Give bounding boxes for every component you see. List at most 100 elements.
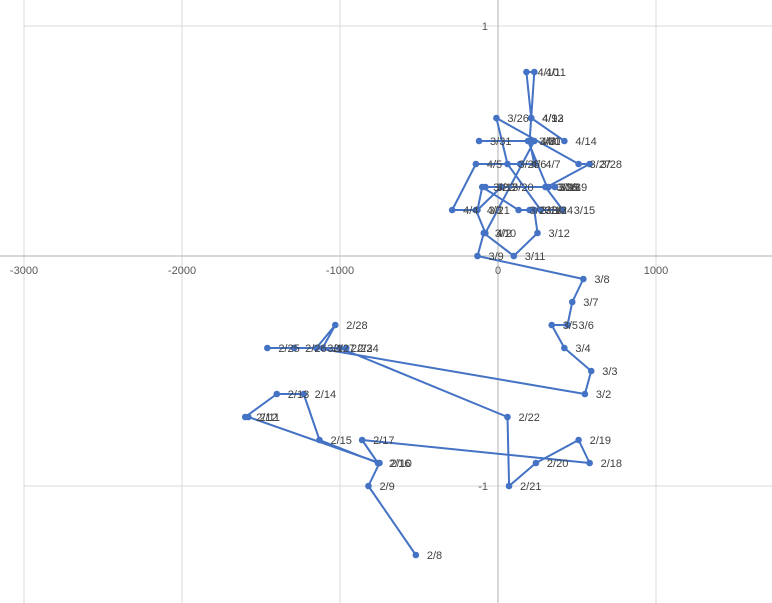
data-point <box>241 413 249 421</box>
data-point <box>516 160 524 168</box>
data-label: 3/10 <box>495 228 516 240</box>
data-point <box>559 206 567 214</box>
data-point <box>523 68 530 76</box>
data-label: 3/5 <box>563 320 578 332</box>
data-label: 3/20 <box>512 182 533 194</box>
data-point <box>474 252 481 260</box>
data-label: 3/25 <box>518 159 539 171</box>
data-label: 3/29 <box>558 182 579 194</box>
data-label: 3/30 <box>539 136 560 148</box>
data-point <box>472 160 480 168</box>
x-tick-label: 0 <box>495 265 501 277</box>
data-label: 2/28 <box>346 320 367 332</box>
data-label: 3/28 <box>601 159 622 171</box>
data-point <box>531 206 538 214</box>
data-label: 2/17 <box>373 435 394 447</box>
data-label: 3/17 <box>496 182 517 194</box>
data-point <box>472 206 480 214</box>
data-label: 4/10 <box>537 67 558 79</box>
data-point <box>561 344 568 352</box>
data-label: 3/27 <box>590 159 611 171</box>
data-point <box>313 344 320 352</box>
data-label: 2/13 <box>288 389 309 401</box>
data-point <box>316 436 323 444</box>
data-label: 2/25 <box>278 343 299 355</box>
data-label: 2/23 <box>351 343 372 355</box>
gridlines <box>23 0 772 603</box>
data-label: 2/21 <box>520 481 541 493</box>
data-label: 2/18 <box>601 458 622 470</box>
data-label: 3/11 <box>525 251 546 263</box>
data-label: 4/6 <box>531 159 546 171</box>
data-point <box>331 321 339 329</box>
data-label: 2/27 <box>334 343 355 355</box>
data-label: 3/2 <box>596 389 611 401</box>
data-point <box>448 206 456 214</box>
x-tick-label: -3000 <box>10 265 38 277</box>
data-point <box>343 344 350 352</box>
data-label: 3/8 <box>594 274 609 286</box>
data-point <box>504 413 511 421</box>
data-point <box>575 160 582 168</box>
data-label: 3/16 <box>556 182 577 194</box>
data-label: 2/16 <box>389 458 410 470</box>
data-label: 4/9 <box>542 113 557 125</box>
data-point <box>504 160 511 168</box>
data-point <box>564 321 571 329</box>
data-label: 2/11 <box>259 412 280 424</box>
data-point <box>358 436 366 444</box>
data-point <box>300 390 307 398</box>
data-point <box>531 68 538 76</box>
data-point <box>505 482 513 490</box>
data-label: 3/14 <box>541 205 562 217</box>
data-label: 4/1 <box>545 136 560 148</box>
data-point <box>527 114 535 122</box>
y-tick-label: 1 <box>482 21 488 33</box>
data-label: 3/26 <box>507 113 528 125</box>
data-label: 3/22 <box>493 182 514 194</box>
data-point <box>319 344 326 352</box>
data-label: 3/24 <box>552 205 573 217</box>
data-point <box>531 160 538 168</box>
data-label: 2/15 <box>330 435 351 447</box>
data-label: 4/2 <box>496 228 511 240</box>
data-label: 4/4 <box>463 205 478 217</box>
data-point <box>526 206 533 214</box>
data-label: 2/8 <box>427 550 442 562</box>
data-label: 3/3 <box>602 366 617 378</box>
data-label: 3/1 <box>327 343 342 355</box>
data-label: 4/3 <box>487 205 502 217</box>
data-point <box>365 482 372 490</box>
data-point <box>412 551 420 559</box>
data-label: 2/20 <box>547 458 568 470</box>
data-label: 4/14 <box>575 136 596 148</box>
data-point <box>475 137 483 145</box>
tick-labels: -3000 -2000 -1000 0 1000 -1 1 <box>10 21 668 493</box>
data-point <box>575 436 582 444</box>
data-point <box>561 137 568 145</box>
data-label: 3/18 <box>560 182 581 194</box>
data-label: 3/4 <box>575 343 590 355</box>
data-label: 2/10 <box>391 458 412 470</box>
data-label: 4/7 <box>545 159 560 171</box>
data-point <box>537 206 544 214</box>
data-label: 3/23 <box>530 205 551 217</box>
data-labels: 2/8 2/9 2/10 2/112/12 2/13 2/14 2/15 2/16 2/17 2/… <box>256 67 622 562</box>
data-label: 3/13 <box>545 205 566 217</box>
data-point <box>497 183 505 191</box>
x-tick-label: -2000 <box>168 265 196 277</box>
data-label: 3/9 <box>488 251 503 263</box>
data-point <box>526 137 533 145</box>
data-label: 2/26 <box>305 343 326 355</box>
data-label: 2/19 <box>590 435 611 447</box>
data-label: 3/15 <box>574 205 595 217</box>
data-point <box>534 229 541 237</box>
data-point <box>515 206 522 214</box>
data-label: 2/9 <box>379 481 394 493</box>
data-label: 3/19 <box>566 182 587 194</box>
data-label: 2/12 <box>256 412 277 424</box>
data-point <box>531 137 538 145</box>
data-point <box>551 183 559 191</box>
